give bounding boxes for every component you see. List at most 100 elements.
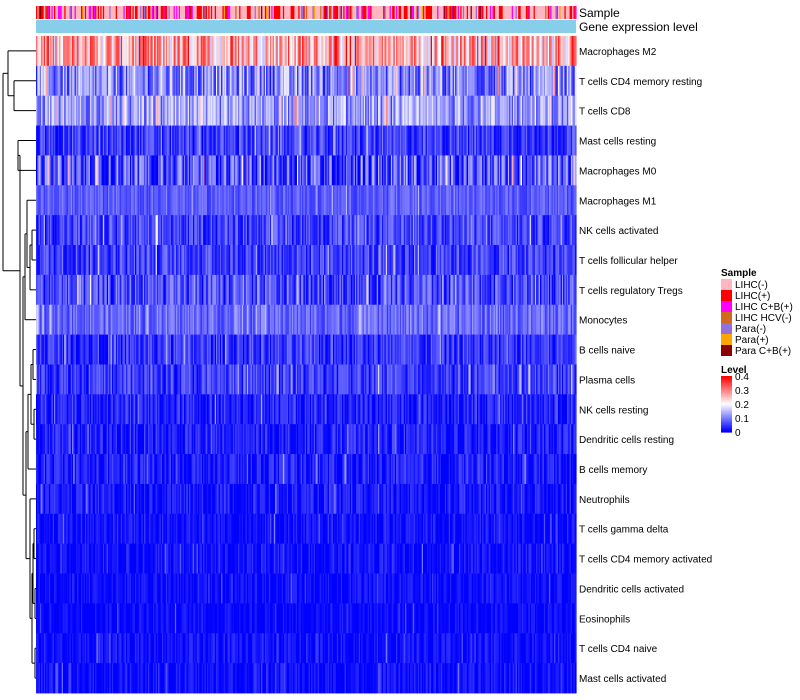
sample-cell [110, 6, 113, 19]
heatmap-cell [390, 125, 393, 156]
sample-cell [353, 6, 356, 19]
heatmap-cell [387, 65, 389, 97]
heatmap-cell [195, 125, 198, 156]
heatmap-cell [370, 125, 373, 156]
heatmap-cell [286, 245, 289, 276]
heatmap-cell [280, 245, 283, 276]
heatmap-cell [63, 274, 65, 306]
heatmap-cell [425, 304, 428, 336]
heatmap-cell [321, 125, 324, 156]
heatmap-cell [492, 304, 495, 336]
heatmap-cell [574, 274, 577, 306]
sample-cell [415, 6, 418, 19]
heatmap-cell [457, 245, 460, 276]
heatmap-cell [241, 304, 244, 336]
heatmap-cell [500, 125, 503, 156]
heatmap-cell [261, 304, 263, 336]
heatmap-cell [334, 65, 337, 97]
heatmap-cell [393, 65, 396, 97]
heatmap-cell [534, 36, 537, 67]
sample-cell [207, 6, 209, 19]
heatmap-cell [203, 65, 206, 97]
heatmap-cell [311, 65, 314, 97]
heatmap-cell [109, 334, 112, 365]
heatmap-cell [529, 304, 532, 336]
heatmap-cell [335, 304, 338, 336]
heatmap-cell [216, 185, 218, 216]
heatmap-cell [343, 245, 346, 276]
heatmap-cell [232, 245, 235, 276]
heatmap-cell [113, 215, 116, 246]
heatmap-cell [516, 155, 519, 186]
heatmap-cell [195, 274, 198, 306]
heatmap-cell [91, 185, 94, 216]
sample-cell [147, 6, 150, 19]
heatmap-cell [240, 215, 243, 246]
heatmap-cell [273, 185, 276, 216]
heatmap-cell [97, 304, 100, 336]
heatmap-cell [496, 36, 499, 67]
sample-cell [156, 6, 159, 19]
heatmap-cell [230, 36, 233, 67]
heatmap-cell [93, 65, 96, 97]
heatmap-cell [171, 125, 173, 156]
heatmap-cell [222, 304, 225, 336]
heatmap-cell [378, 215, 380, 246]
heatmap-cell [511, 125, 514, 156]
heatmap-cell [461, 65, 464, 97]
heatmap-cell [353, 304, 356, 336]
heatmap-cell [249, 125, 252, 156]
heatmap-cell [538, 215, 541, 246]
heatmap-cell [207, 334, 209, 365]
heatmap-cell [491, 185, 494, 216]
heatmap-cell [270, 185, 272, 216]
heatmap-cell [520, 125, 523, 156]
sample-cell [307, 6, 310, 19]
heatmap-cell [317, 95, 320, 126]
heatmap-cell [137, 245, 140, 276]
heatmap-cell [176, 65, 179, 97]
heatmap-cell [455, 65, 458, 97]
heatmap-cell [556, 245, 559, 276]
heatmap-cell [165, 185, 168, 216]
heatmap-cell [151, 215, 154, 246]
heatmap-cell [51, 155, 54, 186]
heatmap-cell [468, 95, 470, 126]
heatmap-cell [284, 65, 287, 97]
heatmap-cell [226, 185, 229, 216]
heatmap-cell [95, 215, 98, 246]
heatmap-cell [342, 304, 344, 336]
heatmap-cell [280, 125, 283, 156]
heatmap-cell [90, 215, 92, 246]
heatmap-cell [474, 185, 477, 216]
heatmap-cell [291, 95, 294, 126]
heatmap-cell [59, 95, 62, 126]
heatmap-cell [223, 185, 226, 216]
heatmap-cell [309, 274, 312, 306]
heatmap-cell [479, 245, 482, 276]
heatmap-cell [554, 304, 557, 336]
sample-cell [529, 6, 532, 19]
heatmap-cell [123, 155, 126, 186]
heatmap-cell [61, 274, 64, 306]
heatmap-cell [88, 125, 91, 156]
sample-cell [132, 6, 135, 19]
heatmap-cell [487, 185, 490, 216]
heatmap-cell [36, 36, 38, 67]
heatmap-cell [532, 95, 535, 126]
heatmap-cell [133, 245, 136, 276]
heatmap-cell [101, 95, 104, 126]
heatmap-cell [381, 274, 384, 306]
heatmap-cell [123, 274, 126, 306]
heatmap-cell [495, 245, 497, 276]
heatmap-cell [56, 245, 59, 276]
heatmap-cell [102, 185, 105, 216]
sample-cell [51, 6, 54, 19]
heatmap-cell [504, 215, 506, 246]
heatmap-cell [146, 185, 149, 216]
heatmap-cell [54, 304, 56, 336]
heatmap-cell [353, 274, 356, 306]
heatmap-cell [471, 245, 474, 276]
heatmap-cell [293, 334, 296, 365]
heatmap-cell [226, 304, 229, 336]
